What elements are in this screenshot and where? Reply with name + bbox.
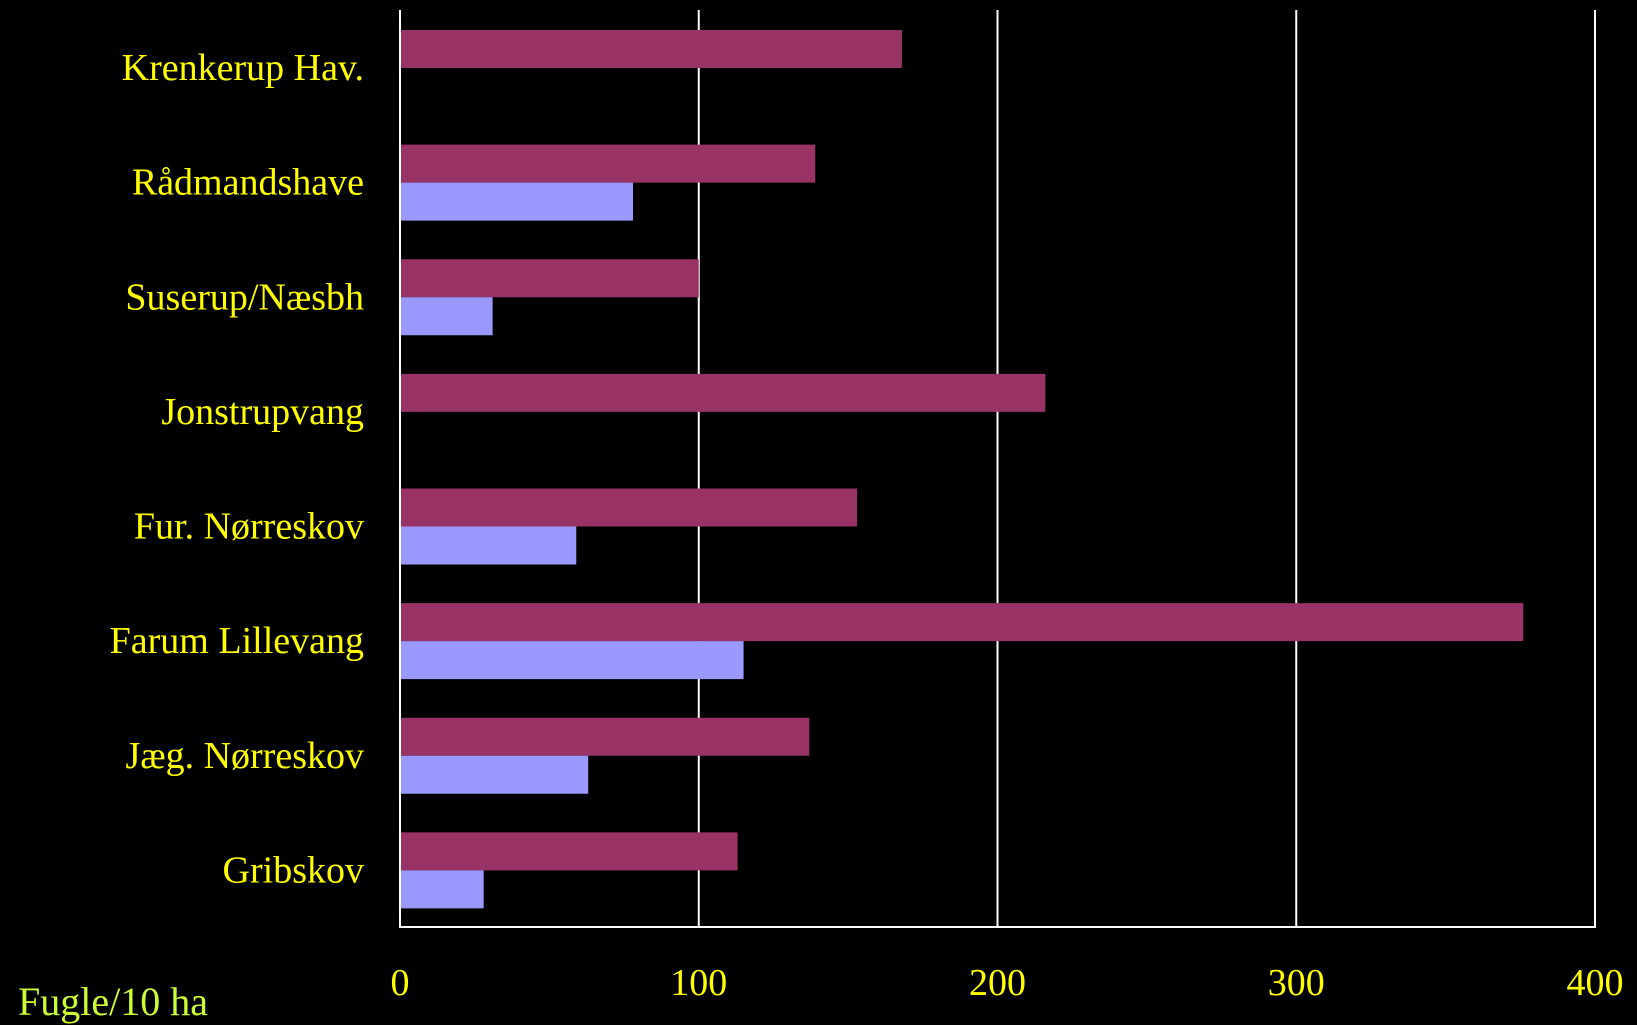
bar-series1-0 <box>400 30 902 68</box>
category-label: Fur. Nørreskov <box>134 506 364 548</box>
bar-series2-1 <box>400 182 634 221</box>
bars <box>400 30 1524 909</box>
axes <box>399 10 1596 928</box>
labels: Krenkerup Hav. Rådmandshave Suserup/Næsbh J… <box>110 47 1624 1004</box>
bar-series2-6 <box>400 755 589 794</box>
category-label: Jonstrupvang <box>161 391 364 433</box>
bar-series2-2 <box>400 297 493 336</box>
bar-series2-4 <box>400 526 577 565</box>
category-label: Krenkerup Hav. <box>122 47 364 89</box>
x-tick-label-300: 300 <box>1268 962 1325 1004</box>
bar-series1-2 <box>400 259 699 298</box>
bar-series1-3 <box>400 373 1046 412</box>
category-label: Jæg. Nørreskov <box>125 735 364 777</box>
x-tick-label-0: 0 <box>391 962 410 1004</box>
x-tick-label-200: 200 <box>969 962 1026 1004</box>
bar-series1-7 <box>400 832 738 871</box>
gridlines <box>697 10 1596 927</box>
category-label: Rådmandshave <box>132 162 364 204</box>
x-tick-label-400: 400 <box>1567 962 1624 1004</box>
bar-series1-1 <box>400 144 816 183</box>
bar-series1-6 <box>400 717 810 756</box>
bar-series1-4 <box>400 488 858 527</box>
bar-series2-5 <box>400 641 744 680</box>
bar-series1-5 <box>400 603 1524 642</box>
unit-label: Fugle/10 ha <box>18 979 208 1024</box>
category-label: Gribskov <box>223 849 364 891</box>
category-label: Farum Lillevang <box>110 620 364 662</box>
bar-series2-7 <box>400 870 484 909</box>
category-label: Suserup/Næsbh <box>125 276 364 318</box>
x-tick-label-100: 100 <box>670 962 727 1004</box>
